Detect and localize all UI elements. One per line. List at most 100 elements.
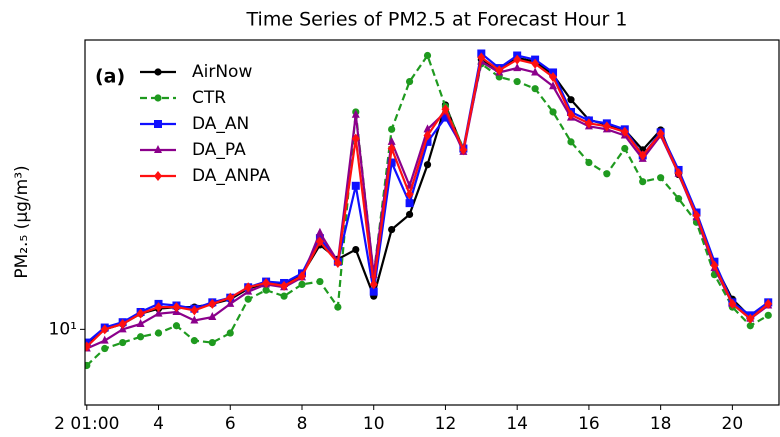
panel-label: (a) [95,66,125,88]
chart-title: Time Series of PM2.5 at Forecast Hour 1 [246,9,628,31]
marker [172,302,181,313]
marker [136,333,145,341]
x-tick-label: 20 [722,414,744,434]
marker [405,189,414,200]
marker [208,298,217,309]
marker [513,54,522,65]
marker [226,329,234,337]
marker [674,168,683,179]
marker [190,305,199,316]
marker [602,121,611,132]
marker [154,329,163,337]
marker [477,52,486,63]
marker [387,158,396,167]
marker [85,361,91,370]
marker [190,337,198,345]
marker [764,311,772,319]
marker [639,178,647,186]
marker [100,335,109,344]
axes-frame [84,39,780,406]
marker [136,308,145,319]
marker [495,65,504,76]
marker [388,125,396,133]
marker [316,277,324,286]
marker [549,81,558,90]
marker [351,109,360,118]
marker [423,51,432,60]
marker [262,277,271,288]
marker [423,130,432,141]
marker [621,144,629,153]
marker [405,77,414,86]
x-tick-label: 10 [363,414,385,434]
marker [567,138,575,146]
series-line [86,56,769,346]
marker [208,338,216,347]
marker [387,136,396,145]
marker [620,126,629,137]
marker [423,161,432,169]
marker [423,137,432,146]
marker [388,225,396,234]
legend-marker [154,68,162,76]
marker [513,63,522,72]
marker [638,150,647,161]
x-tick-label: 6 [225,414,236,434]
marker [244,282,253,293]
marker [531,58,540,69]
x-tick-label: 4 [153,414,164,434]
marker [118,318,127,329]
marker [405,199,414,208]
marker [549,71,558,82]
y-tick-label: 10¹ [49,319,77,339]
marker [351,181,360,190]
marker [531,85,539,93]
marker [100,324,109,335]
marker [352,245,360,254]
marker [351,133,360,144]
y-axis-label: PM₂.₅ (μg/m³) [12,165,32,278]
marker [280,280,289,291]
marker [603,170,611,178]
marker [513,77,521,86]
marker [674,195,683,203]
marker [567,96,575,104]
marker [298,280,306,289]
marker [549,108,557,116]
marker [154,302,163,313]
legend-marker [154,171,162,181]
legend-label: DA_AN [192,114,249,134]
marker [405,210,414,219]
legend-marker [154,94,162,102]
marker [334,303,342,311]
series-line [86,55,769,348]
marker [764,298,773,309]
series-line [86,59,769,350]
marker [280,292,288,300]
marker [154,308,163,317]
marker [710,260,719,271]
marker [746,313,755,324]
marker [208,312,217,321]
marker [101,344,109,353]
marker [315,236,324,247]
legend-label: CTR [192,88,226,108]
x-tick-label: 12 [435,414,457,434]
legend-label: DA_PA [192,140,246,160]
marker [85,341,91,352]
marker [119,338,127,347]
marker [136,318,145,327]
series-line [86,51,769,344]
marker [657,174,665,182]
marker [584,118,593,129]
marker [244,295,252,303]
legend-label: DA_ANPA [192,166,270,186]
marker [85,338,91,347]
marker [728,298,737,309]
legend-marker [154,145,162,153]
marker [531,67,540,76]
marker [226,292,235,303]
x-tick-label: 18 [650,414,672,434]
marker [190,315,199,324]
